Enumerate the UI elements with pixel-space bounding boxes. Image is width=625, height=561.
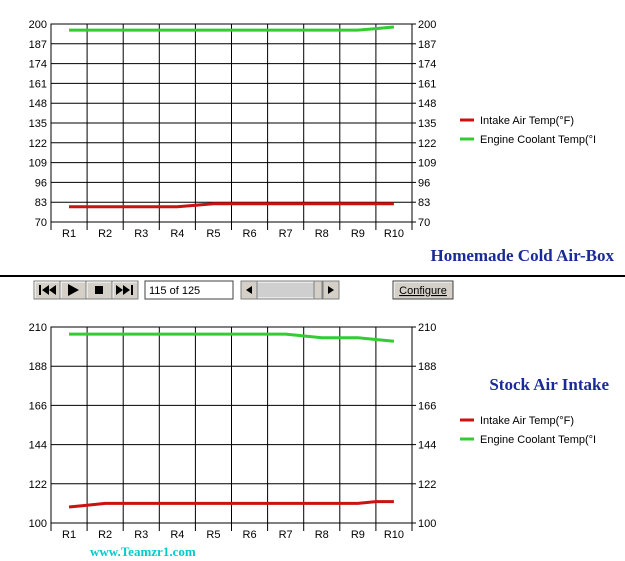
y-tick-label-right: 109 — [418, 158, 436, 170]
chart-stock-air-intake: 100 100 122 122 144 144 166 166 188 188 210 210 R1 R2… — [29, 322, 596, 541]
x-tick-label: R7 — [279, 228, 293, 240]
legend-label: Engine Coolant Temp(°I — [480, 134, 596, 146]
x-tick-label: R1 — [62, 529, 76, 541]
x-tick-label: R4 — [170, 228, 184, 240]
x-tick-label: R9 — [351, 529, 365, 541]
chart-homemade-cold-air-box: 70 70 83 83 96 96 109 109 122 122 135 135 148 148 161 1… — [29, 19, 596, 240]
watermark-text: www.Teamzr1.com — [90, 544, 196, 559]
y-tick-label-right: 174 — [418, 59, 436, 71]
y-tick-label-left: 188 — [29, 361, 47, 373]
scroll-thumb[interactable] — [313, 280, 323, 300]
y-tick-label-left: 70 — [35, 217, 47, 229]
last-button[interactable] — [111, 280, 139, 300]
x-tick-label: R5 — [206, 529, 220, 541]
y-tick-label-left: 122 — [29, 138, 47, 150]
x-tick-label: R1 — [62, 228, 76, 240]
y-tick-label-right: 96 — [418, 177, 430, 189]
y-tick-label-right: 166 — [418, 400, 436, 412]
y-tick-label-left: 135 — [29, 118, 47, 130]
y-tick-label-right: 210 — [418, 322, 436, 334]
x-tick-label: R4 — [170, 529, 184, 541]
y-tick-label-left: 109 — [29, 158, 47, 170]
legend-label: Intake Air Temp(°F) — [480, 415, 574, 427]
x-tick-label: R3 — [134, 529, 148, 541]
y-tick-label-left: 100 — [29, 518, 47, 530]
x-tick-label: R3 — [134, 228, 148, 240]
legend-label: Engine Coolant Temp(°I — [480, 434, 596, 446]
legend-label: Intake Air Temp(°F) — [480, 115, 574, 127]
arrow-right-icon — [328, 286, 334, 294]
skip-first-icon — [39, 285, 56, 295]
x-tick-label: R9 — [351, 228, 365, 240]
y-tick-label-left: 122 — [29, 479, 47, 491]
scroll-right-button[interactable] — [322, 280, 340, 300]
arrow-left-icon — [246, 286, 252, 294]
x-tick-label: R8 — [315, 228, 329, 240]
y-tick-label-right: 148 — [418, 98, 436, 110]
y-tick-label-left: 166 — [29, 400, 47, 412]
y-tick-label-right: 70 — [418, 217, 430, 229]
series-line-engine-coolant-temp — [69, 332, 395, 343]
y-tick-label-left: 144 — [29, 440, 47, 452]
y-tick-label-left: 200 — [29, 19, 47, 31]
play-button[interactable] — [59, 280, 87, 300]
chart-title-homemade: Homemade Cold Air-Box — [430, 246, 614, 265]
record-scrollbar[interactable] — [240, 280, 340, 300]
play-icon — [68, 284, 79, 296]
x-tick-label: R10 — [384, 529, 404, 541]
x-tick-label: R10 — [384, 228, 404, 240]
y-tick-label-left: 174 — [29, 59, 47, 71]
y-tick-label-right: 122 — [418, 138, 436, 150]
y-tick-label-right: 135 — [418, 118, 436, 130]
y-tick-label-left: 210 — [29, 322, 47, 334]
configure-label: Configure — [399, 285, 447, 297]
configure-button[interactable]: Configure — [392, 280, 454, 300]
x-tick-label: R6 — [243, 228, 257, 240]
y-tick-label-right: 83 — [418, 197, 430, 209]
y-tick-label-right: 122 — [418, 479, 436, 491]
x-tick-label: R2 — [98, 228, 112, 240]
y-tick-label-left: 148 — [29, 98, 47, 110]
chart-title-stock: Stock Air Intake — [489, 375, 609, 394]
position-field[interactable]: 115 of 125 — [144, 280, 234, 300]
series-line-engine-coolant-temp — [69, 25, 395, 32]
y-tick-label-right: 200 — [418, 19, 436, 31]
y-tick-label-right: 161 — [418, 78, 436, 90]
x-tick-label: R6 — [243, 529, 257, 541]
x-tick-label: R5 — [206, 228, 220, 240]
playback-toolbar: 115 of 125 Configure — [33, 280, 454, 300]
y-tick-label-right: 188 — [418, 361, 436, 373]
y-tick-label-right: 187 — [418, 39, 436, 51]
series-line-intake-air-temp — [68, 500, 394, 509]
y-tick-label-left: 161 — [29, 78, 47, 90]
y-tick-label-right: 144 — [418, 440, 436, 452]
stop-icon — [95, 286, 103, 294]
stop-button[interactable] — [85, 280, 113, 300]
position-value: 115 of 125 — [149, 285, 200, 297]
y-tick-label-left: 83 — [35, 197, 47, 209]
y-tick-label-left: 96 — [35, 177, 47, 189]
y-tick-label-left: 187 — [29, 39, 47, 51]
x-tick-label: R8 — [315, 529, 329, 541]
skip-last-icon — [116, 285, 133, 295]
scroll-left-button[interactable] — [240, 280, 258, 300]
x-tick-label: R7 — [279, 529, 293, 541]
y-tick-label-right: 100 — [418, 518, 436, 530]
series-line-intake-air-temp — [69, 202, 394, 209]
first-button[interactable] — [33, 280, 61, 300]
x-tick-label: R2 — [98, 529, 112, 541]
